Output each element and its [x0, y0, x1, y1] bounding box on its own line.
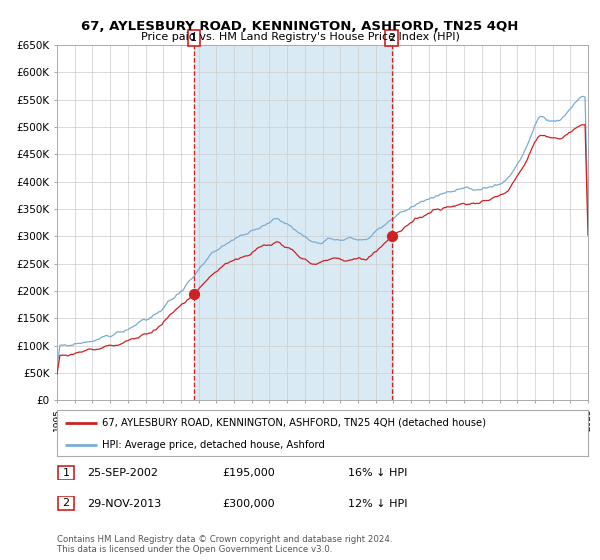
- Text: £300,000: £300,000: [222, 499, 275, 509]
- Text: 29-NOV-2013: 29-NOV-2013: [87, 499, 161, 509]
- Text: 1: 1: [190, 33, 197, 43]
- Text: 25-SEP-2002: 25-SEP-2002: [87, 468, 158, 478]
- Point: [189, 290, 199, 298]
- Text: £195,000: £195,000: [222, 468, 275, 478]
- Text: Price paid vs. HM Land Registry's House Price Index (HPI): Price paid vs. HM Land Registry's House …: [140, 32, 460, 42]
- Text: 12% ↓ HPI: 12% ↓ HPI: [348, 499, 407, 509]
- Text: 2: 2: [388, 33, 395, 43]
- Text: 2: 2: [62, 498, 70, 508]
- Text: 67, AYLESBURY ROAD, KENNINGTON, ASHFORD, TN25 4QH (detached house): 67, AYLESBURY ROAD, KENNINGTON, ASHFORD,…: [102, 418, 486, 428]
- Text: 67, AYLESBURY ROAD, KENNINGTON, ASHFORD, TN25 4QH: 67, AYLESBURY ROAD, KENNINGTON, ASHFORD,…: [82, 20, 518, 32]
- Text: Contains HM Land Registry data © Crown copyright and database right 2024.
This d: Contains HM Land Registry data © Crown c…: [57, 535, 392, 554]
- Text: 16% ↓ HPI: 16% ↓ HPI: [348, 468, 407, 478]
- Bar: [194, 45, 392, 400]
- Text: 1: 1: [62, 468, 70, 478]
- FancyBboxPatch shape: [58, 496, 74, 511]
- Point: [387, 232, 397, 241]
- FancyBboxPatch shape: [58, 465, 74, 480]
- Text: HPI: Average price, detached house, Ashford: HPI: Average price, detached house, Ashf…: [102, 440, 325, 450]
